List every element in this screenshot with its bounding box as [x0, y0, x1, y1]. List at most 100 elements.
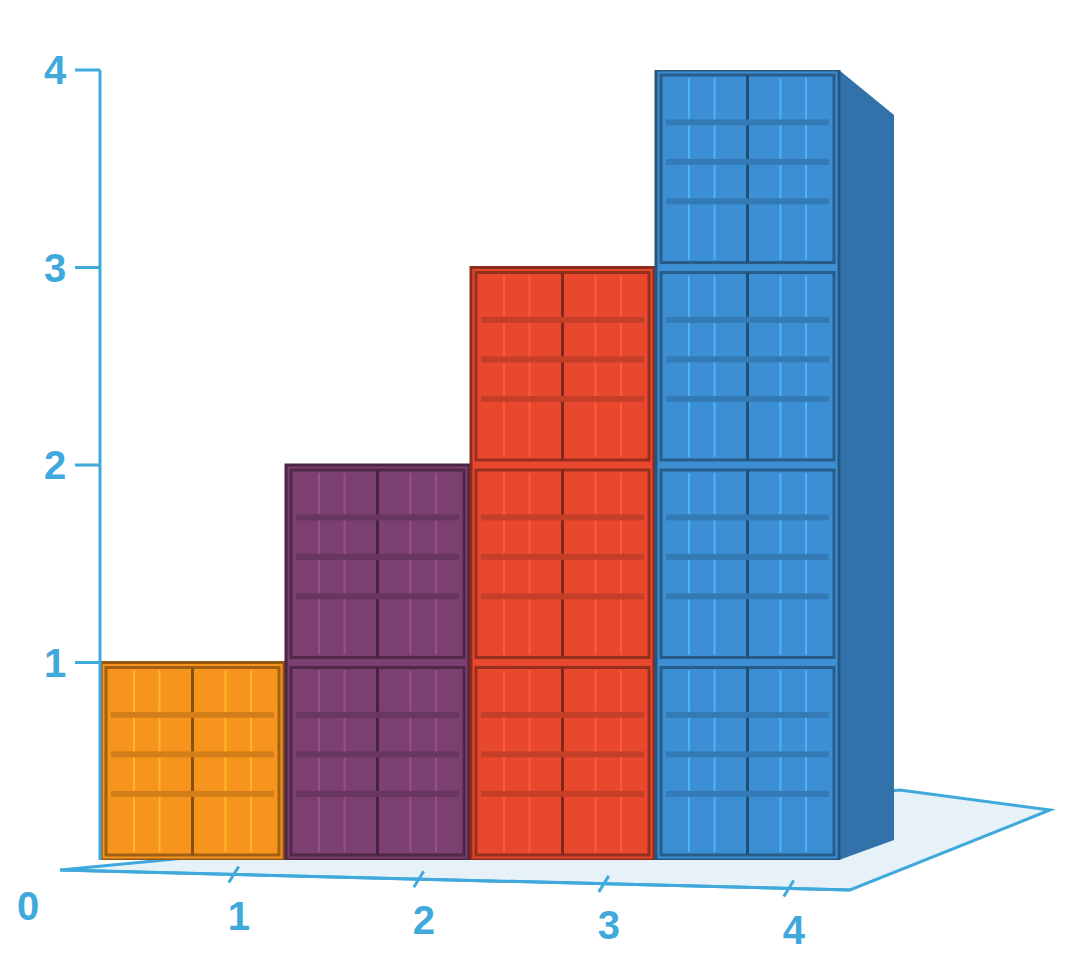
door-bar: [620, 671, 622, 853]
door-rib: [666, 791, 829, 797]
door-frame: [476, 668, 649, 856]
door-rib: [111, 751, 274, 757]
door-bar: [250, 671, 252, 853]
door-bar: [529, 473, 531, 655]
door-bar: [620, 276, 622, 458]
door-split: [561, 470, 564, 658]
container-doors: [291, 470, 464, 855]
axes: 012341234: [17, 48, 850, 952]
door-bar: [594, 276, 596, 458]
chart: 012341234: [0, 0, 1073, 975]
door-bar: [159, 671, 161, 853]
container-doors: [661, 75, 834, 855]
door-rib: [666, 751, 829, 757]
door-split: [561, 668, 564, 856]
door-frame: [661, 470, 834, 658]
tick: [784, 881, 794, 897]
door-rib: [666, 514, 829, 520]
bar: [286, 465, 469, 860]
door-rib: [666, 159, 829, 165]
door-split: [561, 273, 564, 461]
door-bar: [688, 473, 690, 655]
door-rib: [481, 317, 644, 323]
door-rib: [296, 712, 459, 718]
door-rib: [111, 791, 274, 797]
tick: [75, 266, 100, 269]
door-rib: [481, 514, 644, 520]
door-bar: [529, 276, 531, 458]
door-split: [746, 470, 749, 658]
door-rib: [666, 317, 829, 323]
door-bar: [779, 276, 781, 458]
door-frame: [291, 470, 464, 658]
door-bar: [688, 671, 690, 853]
door-bar: [805, 473, 807, 655]
door-bar: [594, 671, 596, 853]
door-bar: [805, 78, 807, 260]
tick-label: 1: [44, 641, 66, 685]
door-bar: [688, 78, 690, 260]
bars: [101, 70, 894, 860]
door-frame: [476, 470, 649, 658]
door-split: [376, 668, 379, 856]
door-split: [746, 75, 749, 263]
door-bar: [409, 473, 411, 655]
door-rib: [666, 356, 829, 362]
tick-label: 4: [44, 48, 67, 92]
door-frame: [476, 273, 649, 461]
tick: [75, 661, 100, 664]
door-rib: [481, 396, 644, 402]
tick-label: 0: [17, 884, 39, 928]
door-bar: [529, 671, 531, 853]
door-rib: [666, 554, 829, 560]
bar: [656, 70, 839, 860]
door-bar: [805, 276, 807, 458]
door-bar: [503, 276, 505, 458]
door-bar: [318, 473, 320, 655]
tick-label: 4: [783, 908, 806, 952]
tick: [75, 69, 100, 72]
door-bar: [688, 276, 690, 458]
door-bar: [224, 671, 226, 853]
door-bar: [503, 671, 505, 853]
bar: [471, 268, 654, 861]
door-rib: [296, 514, 459, 520]
door-rib: [111, 712, 274, 718]
tick-label: 2: [44, 443, 66, 487]
door-rib: [481, 356, 644, 362]
door-bar: [133, 671, 135, 853]
door-rib: [296, 593, 459, 599]
door-rib: [296, 791, 459, 797]
door-bar: [344, 473, 346, 655]
door-bar: [714, 78, 716, 260]
door-bar: [318, 671, 320, 853]
door-rib: [666, 396, 829, 402]
door-frame: [661, 668, 834, 856]
tick-label: 1: [228, 894, 250, 938]
door-frame: [661, 75, 834, 263]
door-bar: [779, 473, 781, 655]
door-split: [746, 273, 749, 461]
door-rib: [296, 554, 459, 560]
door-bar: [435, 671, 437, 853]
x-axis: [60, 870, 850, 890]
tick-label: 3: [598, 903, 620, 947]
tick-label: 2: [413, 898, 435, 942]
door-bar: [435, 473, 437, 655]
bar-side: [839, 70, 894, 860]
door-rib: [666, 119, 829, 125]
door-bar: [805, 671, 807, 853]
tick: [75, 464, 100, 467]
door-rib: [666, 198, 829, 204]
door-rib: [481, 554, 644, 560]
door-split: [746, 668, 749, 856]
door-bar: [779, 671, 781, 853]
door-bar: [409, 671, 411, 853]
door-bar: [779, 78, 781, 260]
door-bar: [714, 671, 716, 853]
door-bar: [714, 276, 716, 458]
container-doors: [476, 273, 649, 856]
tick: [599, 876, 609, 892]
door-bar: [620, 473, 622, 655]
door-rib: [666, 712, 829, 718]
